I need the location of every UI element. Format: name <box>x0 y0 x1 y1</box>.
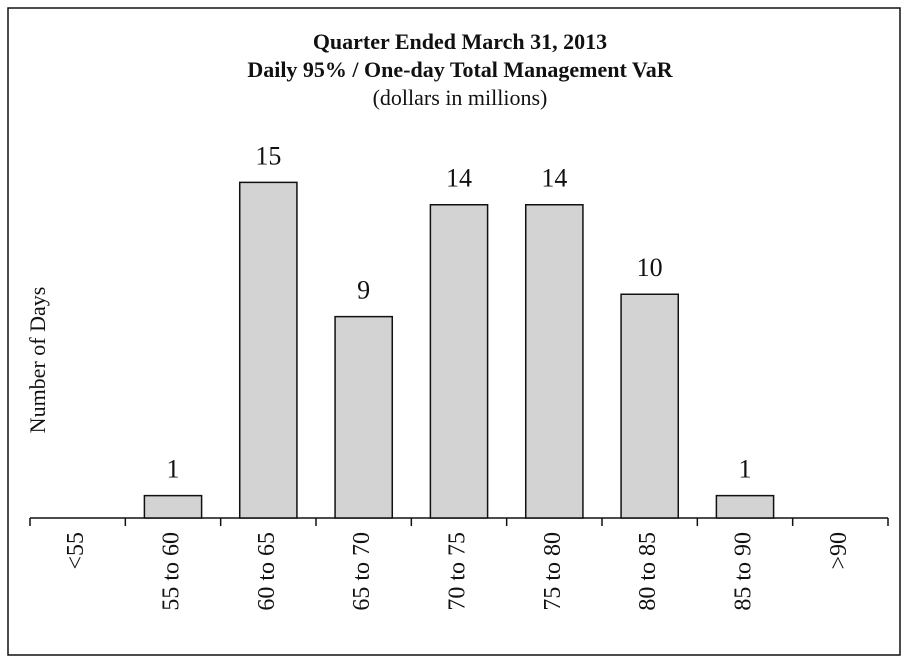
bar <box>334 315 394 519</box>
chart-title: Quarter Ended March 31, 2013 <box>313 29 607 54</box>
bar <box>238 181 298 519</box>
x-tick-label: 75 to 80 <box>540 532 566 611</box>
x-tick-label: 55 to 60 <box>159 532 185 611</box>
bar <box>620 293 680 519</box>
x-tick-label: 80 to 85 <box>635 532 661 611</box>
x-tick-label: 70 to 75 <box>445 532 471 611</box>
x-tick-label: 65 to 70 <box>349 532 375 611</box>
x-tick-label: 60 to 65 <box>254 532 280 611</box>
x-tick-label: <55 <box>63 532 89 570</box>
bar <box>715 494 775 519</box>
bar <box>524 204 584 519</box>
data-label: 14 <box>541 164 567 193</box>
x-tick-label: >90 <box>826 532 852 570</box>
bar <box>429 204 489 519</box>
data-label: 10 <box>637 253 663 282</box>
data-label: 15 <box>255 141 281 170</box>
chart-note: (dollars in millions) <box>373 85 548 110</box>
data-label: 14 <box>446 164 472 193</box>
data-label: 1 <box>167 455 180 484</box>
x-tick-label: 85 to 90 <box>731 532 757 611</box>
chart-subtitle: Daily 95% / One-day Total Management VaR <box>247 57 673 82</box>
frame <box>7 7 901 656</box>
data-label: 9 <box>357 276 370 305</box>
bar <box>143 494 203 519</box>
y-axis-label: Number of Days <box>25 287 50 434</box>
data-label: 1 <box>739 455 752 484</box>
